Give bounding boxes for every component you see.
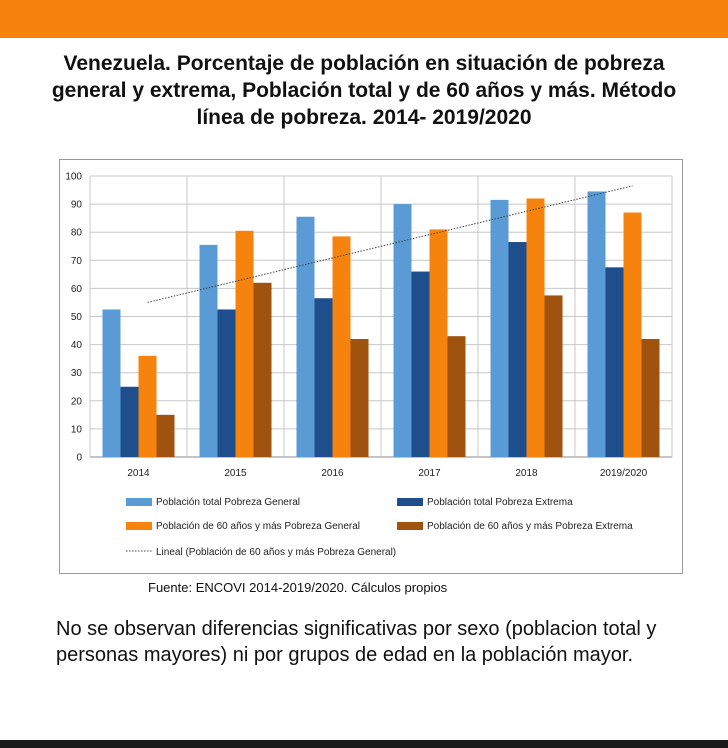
bar-4-1 (508, 242, 527, 457)
x-tick-label: 2017 (418, 468, 441, 479)
chart-title: Venezuela. Porcentaje de población en si… (51, 52, 677, 129)
y-tick-label: 50 (71, 312, 83, 323)
y-axis-ticks: 0 10 20 30 40 50 60 70 80 90 100 (65, 172, 82, 464)
bar-0-1 (120, 386, 139, 457)
bar-1-2 (235, 230, 254, 457)
bar-5-3 (641, 338, 660, 457)
bar-3-2 (429, 229, 448, 457)
y-tick-label: 30 (71, 368, 83, 379)
bar-1-3 (253, 282, 272, 457)
y-tick-label: 0 (76, 453, 82, 464)
legend: Población total Pobreza General Población… (126, 497, 633, 558)
x-tick-label: 2018 (515, 468, 538, 479)
x-tick-label: 2019/2020 (600, 468, 648, 479)
x-tick-label: 2015 (224, 468, 247, 479)
legend-label: Población de 60 años y más Pobreza Extre… (427, 521, 633, 532)
bar-1-0 (199, 244, 218, 457)
bar-4-2 (526, 198, 545, 458)
y-tick-label: 80 (71, 228, 83, 239)
observation-text: No se observan diferencias significativa… (56, 618, 657, 666)
legend-label: Población de 60 años y más Pobreza Gener… (156, 521, 360, 532)
x-tick-label: 2014 (127, 468, 150, 479)
grid-lines (89, 175, 673, 458)
bar-0-2 (138, 355, 157, 457)
bar-0-3 (156, 414, 175, 457)
y-tick-label: 10 (71, 424, 83, 435)
y-tick-label: 70 (71, 256, 83, 267)
bar-3-1 (411, 271, 430, 457)
bars (102, 191, 660, 458)
bar-3-3 (447, 336, 466, 457)
bar-5-2 (623, 212, 642, 457)
bar-1-1 (217, 309, 236, 457)
bar-0-0 (102, 309, 121, 457)
bar-4-3 (544, 295, 563, 457)
top-accent-bar (0, 0, 728, 38)
y-tick-label: 90 (71, 200, 83, 211)
legend-swatch (126, 498, 152, 506)
legend-label: Población total Pobreza General (156, 497, 300, 508)
y-tick-label: 100 (65, 172, 82, 183)
x-tick-label: 2016 (321, 468, 344, 479)
chart-frame: 0 10 20 30 40 50 60 70 80 90 100 2014 2015 2016 2017 2… (59, 159, 683, 574)
bar-2-2 (332, 236, 351, 457)
legend-label: Lineal (Población de 60 años y más Pobre… (156, 547, 396, 558)
bar-5-1 (605, 267, 624, 457)
legend-swatch (126, 522, 152, 530)
bar-2-3 (350, 338, 369, 457)
trendline (147, 185, 633, 303)
bar-2-0 (296, 216, 315, 457)
source-note: Fuente: ENCOVI 2014-2019/2020. Cálculos … (148, 580, 448, 595)
y-tick-label: 40 (71, 340, 83, 351)
legend-swatch (397, 522, 423, 530)
trendline-path (147, 185, 633, 303)
y-tick-label: 20 (71, 396, 83, 407)
legend-label: Población total Pobreza Extrema (427, 497, 573, 508)
y-tick-label: 60 (71, 284, 83, 295)
bottom-dark-bar (0, 740, 728, 748)
bar-5-0 (587, 191, 606, 457)
bar-3-0 (393, 204, 412, 457)
bar-2-1 (314, 298, 333, 457)
x-axis-ticks: 2014 2015 2016 2017 2018 2019/2020 (127, 468, 647, 479)
bar-4-0 (490, 199, 509, 457)
legend-swatch (397, 498, 423, 506)
